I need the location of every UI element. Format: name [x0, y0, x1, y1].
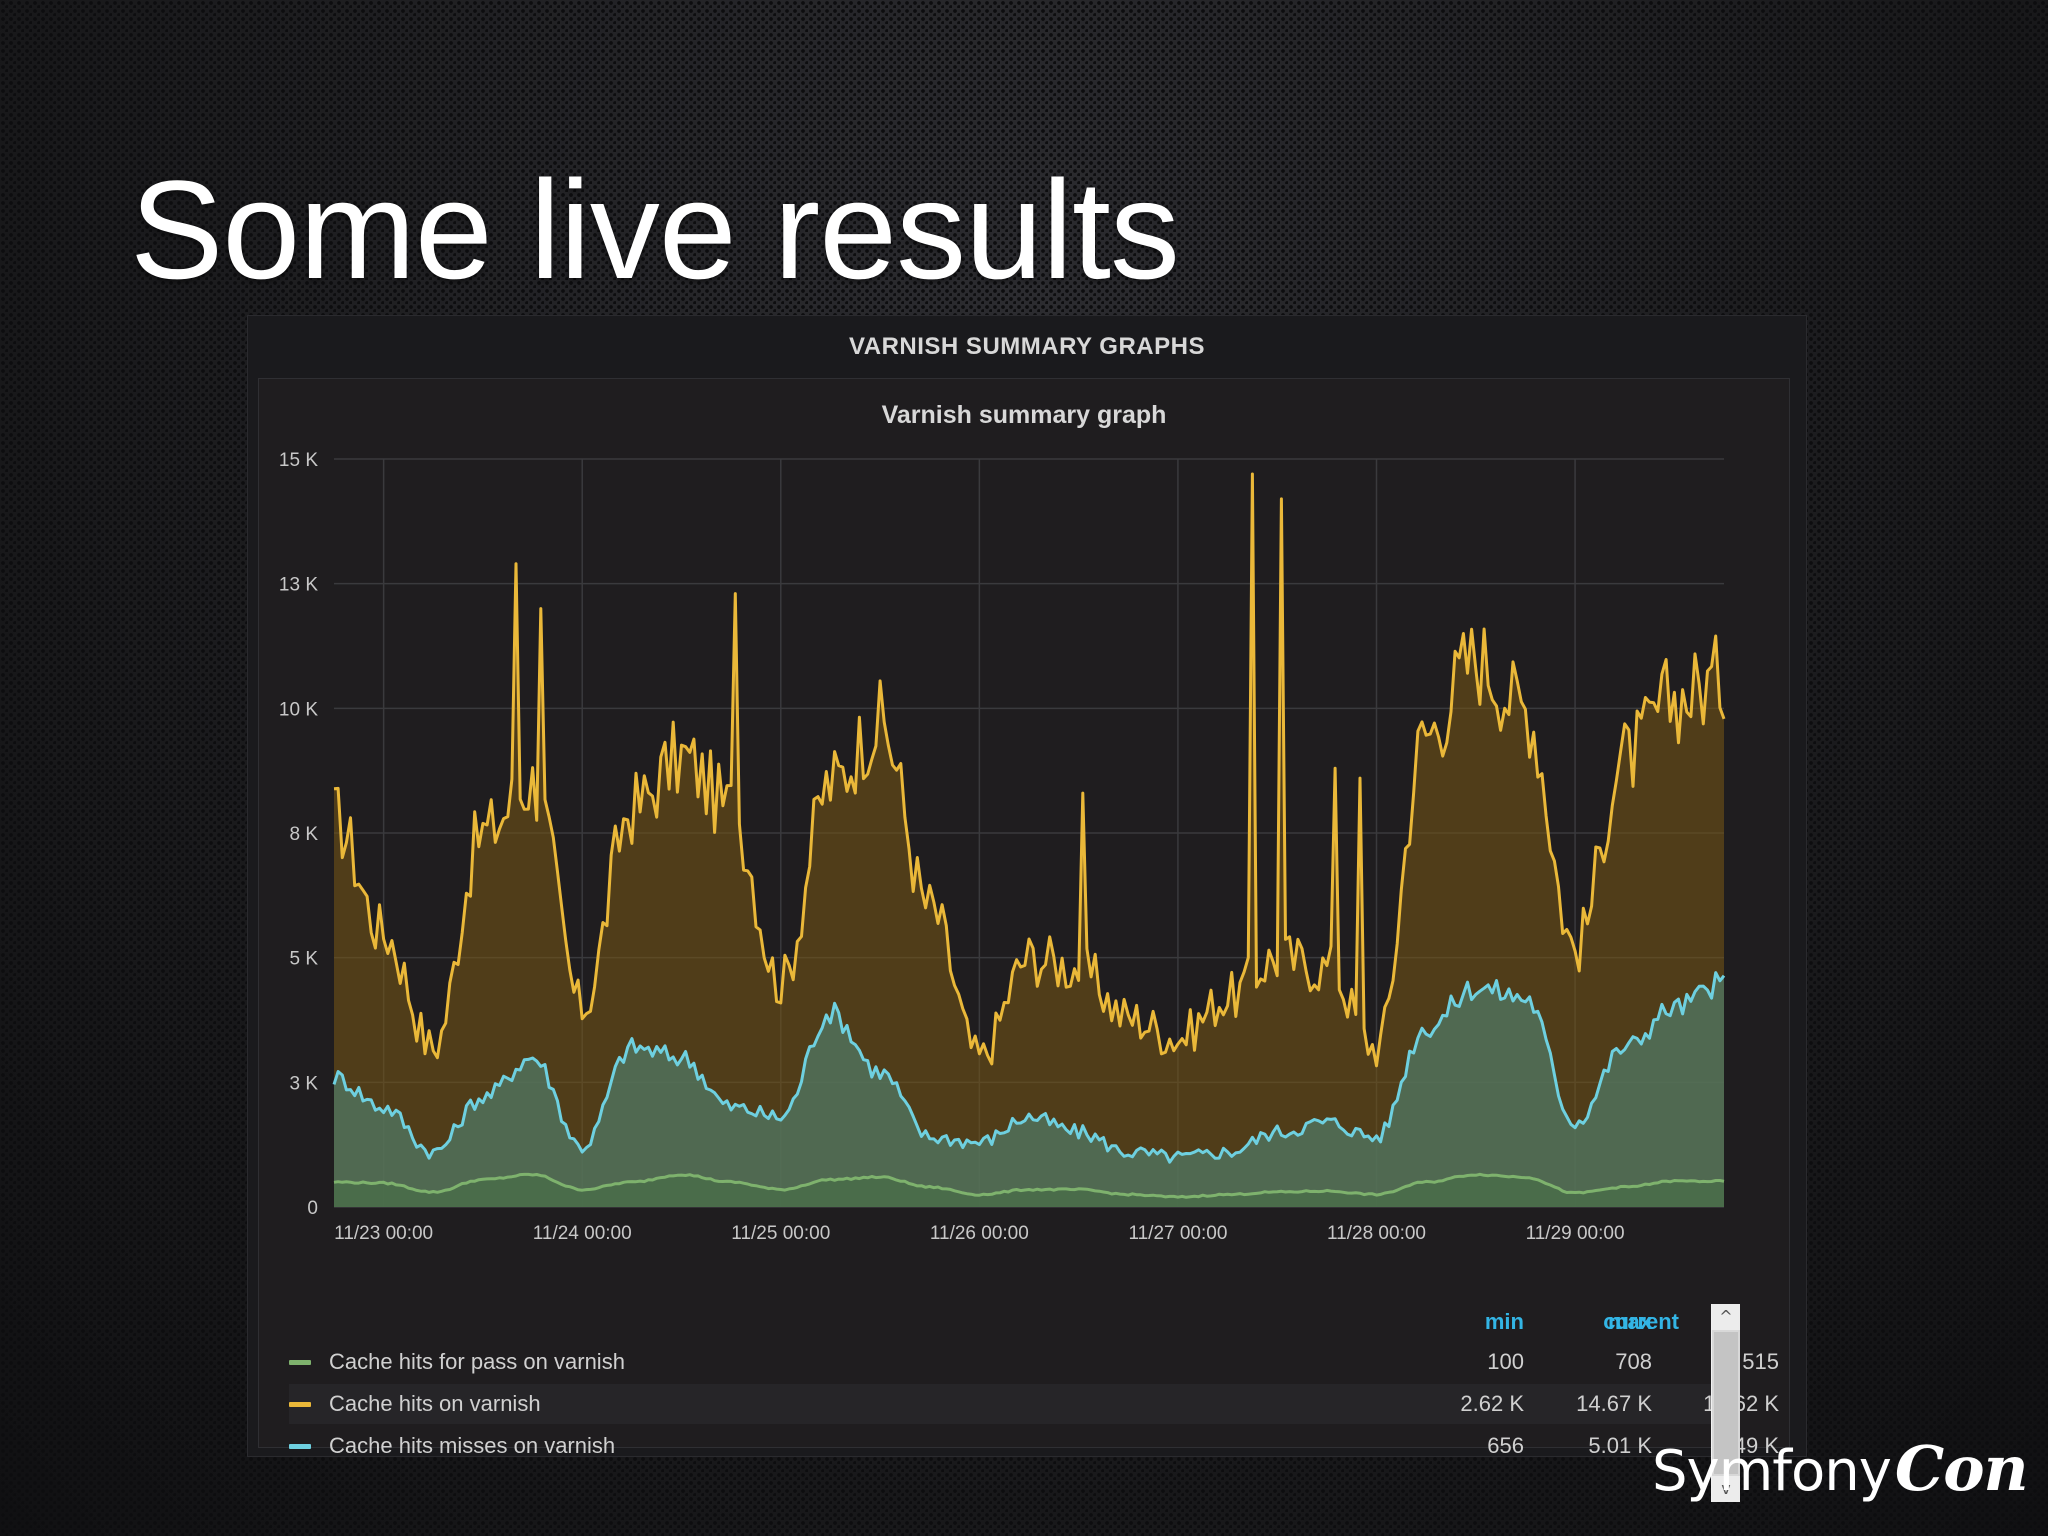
legend-row-hits[interactable]: Cache hits on varnish 2.62 K 14.67 K 10.… — [289, 1384, 1779, 1424]
line-pass[interactable] — [333, 1172, 1725, 1199]
x-tick-label: 11/25 00:00 — [731, 1223, 830, 1244]
line-misses[interactable] — [332, 971, 1726, 1164]
brand-name: Symfony — [1652, 1439, 1892, 1504]
legend-min-misses: 656 — [1487, 1433, 1524, 1458]
y-tick-label: 15 K — [279, 450, 318, 471]
x-tick-label: 11/24 00:00 — [533, 1223, 632, 1244]
chart[interactable]: Varnish summary graph 0 3 K 5 K 8 K 10 K 13 K… — [259, 379, 1789, 1447]
legend-max-pass: 708 — [1615, 1349, 1652, 1374]
legend-current-pass: 515 — [1742, 1349, 1779, 1374]
row-title[interactable]: VARNISH SUMMARY GRAPHS — [849, 333, 1205, 360]
symfonycon-logo: SymfonyCon — [1652, 1432, 2029, 1505]
area-misses — [334, 972, 1724, 1207]
y-tick-label: 5 K — [289, 949, 318, 970]
slide-title: Some live results — [130, 151, 1180, 308]
x-tick-label: 11/28 00:00 — [1327, 1223, 1426, 1244]
scroll-thumb[interactable] — [1714, 1332, 1738, 1474]
legend-col-current[interactable]: current — [1603, 1309, 1679, 1334]
y-tick-label: 13 K — [279, 575, 318, 596]
y-axis: 0 3 K 5 K 8 K 10 K 13 K 15 K — [279, 450, 318, 1219]
x-tick-label: 11/23 00:00 — [334, 1223, 433, 1244]
area-hits — [334, 474, 1724, 1207]
legend-max-hits: 14.67 K — [1576, 1391, 1652, 1416]
scroll-up-icon[interactable]: ^ — [1712, 1304, 1740, 1330]
chart-title[interactable]: Varnish summary graph — [882, 401, 1167, 429]
legend-scrollbar[interactable]: ^ v — [1711, 1304, 1740, 1502]
dashboard-row-panel: VARNISH SUMMARY GRAPHS Varnish summary g… — [247, 315, 1807, 1502]
legend-col-max[interactable]: max — [1607, 1309, 1652, 1334]
brand-suffix: Con — [1894, 1432, 2029, 1505]
x-tick-label: 11/29 00:00 — [1526, 1223, 1625, 1244]
legend: min max Cache hits for pass on varnish 1… — [259, 379, 1789, 1502]
y-tick-label: 0 — [307, 1198, 318, 1219]
legend-label-misses[interactable]: Cache hits misses on varnish — [329, 1433, 616, 1458]
series-lines[interactable] — [332, 472, 1726, 1199]
legend-row-pass[interactable]: Cache hits for pass on varnish 100 708 5… — [289, 1342, 1779, 1382]
legend-max-misses: 5.01 K — [1588, 1433, 1652, 1458]
legend-swatch-hits — [289, 1402, 311, 1407]
legend-row-misses[interactable]: Cache hits misses on varnish 656 5.01 K … — [289, 1426, 1779, 1466]
x-tick-label: 11/27 00:00 — [1128, 1223, 1227, 1244]
line-hits[interactable] — [333, 472, 1726, 1068]
y-tick-label: 8 K — [289, 824, 318, 845]
legend-label-pass[interactable]: Cache hits for pass on varnish — [329, 1349, 625, 1374]
legend-label-hits[interactable]: Cache hits on varnish — [329, 1391, 541, 1416]
x-tick-label: 11/26 00:00 — [930, 1223, 1029, 1244]
scroll-down-icon[interactable]: v — [1712, 1476, 1740, 1502]
legend-col-min[interactable]: min — [1484, 1309, 1524, 1334]
graph-panel[interactable]: Varnish summary graph 0 3 K 5 K 8 K 10 K 13 K… — [258, 378, 1790, 1502]
y-tick-label: 10 K — [279, 699, 318, 720]
legend-swatch-pass — [289, 1360, 311, 1365]
legend-swatch-misses — [289, 1444, 311, 1449]
legend-min-pass: 100 — [1487, 1349, 1524, 1374]
x-axis: 11/23 00:00 11/24 00:00 11/25 00:00 11/26 0… — [334, 1223, 1624, 1244]
y-tick-label: 3 K — [289, 1073, 318, 1094]
legend-min-hits: 2.62 K — [1460, 1391, 1524, 1416]
